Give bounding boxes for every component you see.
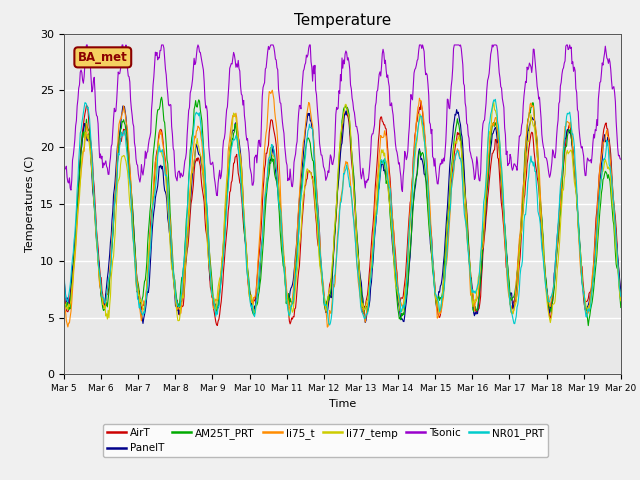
AM25T_PRT xyxy=(428,245,435,251)
li75_t xyxy=(617,298,625,303)
Line: NR01_PRT: NR01_PRT xyxy=(64,99,621,325)
AM25T_PRT xyxy=(411,182,419,188)
li75_t xyxy=(268,87,276,93)
NR01_PRT xyxy=(60,268,68,274)
PanelT xyxy=(70,256,78,262)
AM25T_PRT xyxy=(157,94,165,100)
li77_temp xyxy=(184,232,192,238)
AirT xyxy=(617,297,625,302)
AM25T_PRT xyxy=(60,291,68,297)
PanelT xyxy=(139,321,147,326)
Legend: AirT, PanelT, AM25T_PRT, li75_t, li77_temp, Tsonic, NR01_PRT: AirT, PanelT, AM25T_PRT, li75_t, li77_te… xyxy=(102,424,548,457)
AirT xyxy=(214,323,221,328)
li77_temp xyxy=(547,320,554,325)
AirT xyxy=(411,133,419,139)
PanelT xyxy=(60,275,68,280)
Tsonic xyxy=(428,127,436,132)
Line: li75_t: li75_t xyxy=(64,90,621,327)
AM25T_PRT xyxy=(617,305,625,311)
li77_temp xyxy=(617,298,625,303)
li75_t xyxy=(323,324,331,330)
li77_temp xyxy=(60,294,68,300)
Tsonic xyxy=(128,112,136,118)
Line: AM25T_PRT: AM25T_PRT xyxy=(64,97,621,325)
Tsonic xyxy=(412,65,419,71)
PanelT xyxy=(617,290,625,296)
li77_temp xyxy=(490,99,498,105)
li75_t xyxy=(60,304,68,310)
PanelT xyxy=(215,301,223,307)
NR01_PRT xyxy=(492,96,499,102)
li77_temp xyxy=(426,228,434,234)
AM25T_PRT xyxy=(214,301,222,307)
li75_t xyxy=(127,188,135,194)
Title: Temperature: Temperature xyxy=(294,13,391,28)
Line: Tsonic: Tsonic xyxy=(64,45,621,195)
Line: AirT: AirT xyxy=(64,101,621,325)
li75_t xyxy=(70,264,78,269)
Line: li77_temp: li77_temp xyxy=(64,102,621,323)
Text: BA_met: BA_met xyxy=(78,51,127,64)
PanelT xyxy=(186,212,193,217)
li77_temp xyxy=(410,164,418,169)
PanelT xyxy=(428,254,436,260)
NR01_PRT xyxy=(127,204,135,210)
AirT xyxy=(127,196,135,202)
AM25T_PRT xyxy=(584,323,592,328)
AM25T_PRT xyxy=(127,189,135,195)
li77_temp xyxy=(127,211,135,216)
li75_t xyxy=(428,246,436,252)
Y-axis label: Temperatures (C): Temperatures (C) xyxy=(24,156,35,252)
Tsonic xyxy=(617,156,625,162)
Line: PanelT: PanelT xyxy=(64,106,621,324)
Tsonic xyxy=(70,145,78,151)
AirT xyxy=(214,318,222,324)
Tsonic xyxy=(214,192,221,198)
AM25T_PRT xyxy=(185,177,193,183)
NR01_PRT xyxy=(184,197,192,203)
Tsonic xyxy=(215,173,223,179)
li75_t xyxy=(412,128,419,134)
NR01_PRT xyxy=(617,293,625,299)
NR01_PRT xyxy=(326,322,333,328)
li75_t xyxy=(214,298,221,304)
li77_temp xyxy=(214,292,221,298)
li77_temp xyxy=(70,262,78,267)
AirT xyxy=(428,237,436,242)
NR01_PRT xyxy=(70,238,78,243)
PanelT xyxy=(119,103,127,109)
AirT xyxy=(417,98,425,104)
li75_t xyxy=(184,223,192,228)
AirT xyxy=(70,246,78,252)
NR01_PRT xyxy=(411,148,419,154)
AM25T_PRT xyxy=(70,254,78,260)
PanelT xyxy=(128,201,136,207)
AirT xyxy=(184,243,192,249)
NR01_PRT xyxy=(428,235,435,241)
AirT xyxy=(60,290,68,296)
Tsonic xyxy=(83,42,90,48)
X-axis label: Time: Time xyxy=(329,399,356,408)
PanelT xyxy=(412,182,419,188)
Tsonic xyxy=(60,168,68,174)
Tsonic xyxy=(185,108,193,113)
NR01_PRT xyxy=(214,312,221,317)
